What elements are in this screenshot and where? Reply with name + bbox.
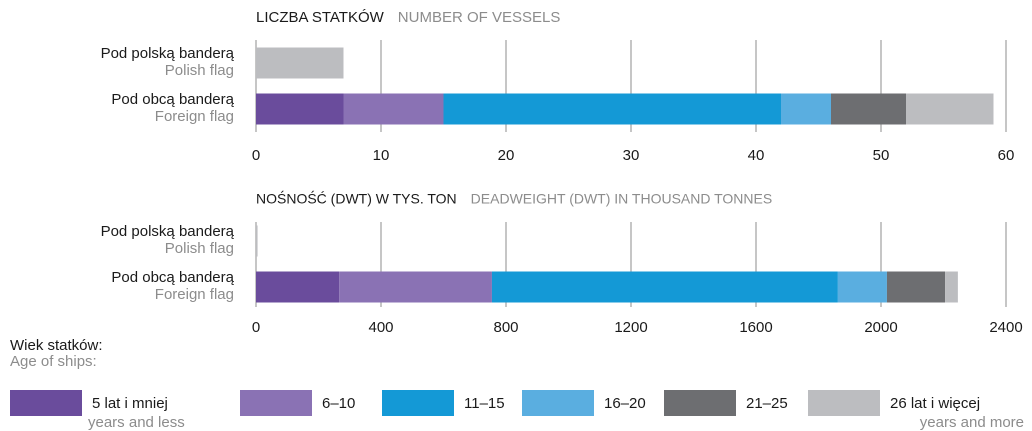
bar-segment xyxy=(256,47,344,79)
x-tick-label: 50 xyxy=(873,147,890,164)
x-tick-label: 400 xyxy=(368,319,393,336)
legend-label: 21–25 xyxy=(746,395,788,412)
category-sublabel: Foreign flag xyxy=(155,108,234,125)
x-tick-label: 0 xyxy=(252,147,260,164)
bar-segment xyxy=(256,93,344,125)
x-tick-label: 40 xyxy=(748,147,765,164)
legend-swatch xyxy=(382,390,454,416)
legend-label: 5 lat i mniej xyxy=(92,395,168,412)
chart-title: LICZBA STATKÓW xyxy=(256,9,385,26)
bar-segment xyxy=(906,93,994,125)
x-tick-label: 30 xyxy=(623,147,640,164)
x-tick-label: 1200 xyxy=(614,319,647,336)
chart-subtitle: NUMBER OF VESSELS xyxy=(398,9,561,26)
category-sublabel: Polish flag xyxy=(165,62,234,79)
category-label: Pod obcą banderą xyxy=(111,91,234,108)
category-sublabel: Polish flag xyxy=(165,240,234,257)
category-label: Pod obcą banderą xyxy=(111,269,234,286)
legend-subtitle: Age of ships: xyxy=(10,353,97,370)
bar-segment xyxy=(831,93,906,125)
legend-sublabel: years and less xyxy=(88,414,185,431)
bar-segment xyxy=(945,271,958,303)
legend-swatch xyxy=(240,390,312,416)
category-sublabel: Foreign flag xyxy=(155,286,234,303)
x-tick-label: 800 xyxy=(493,319,518,336)
x-tick-label: 10 xyxy=(373,147,390,164)
x-tick-label: 1600 xyxy=(739,319,772,336)
legend-label: 16–20 xyxy=(604,395,646,412)
legend-sublabel: years and more xyxy=(920,414,1024,431)
legend-label: 11–15 xyxy=(464,395,505,412)
x-tick-label: 2400 xyxy=(989,319,1022,336)
bar-segment xyxy=(443,93,781,125)
x-tick-label: 60 xyxy=(998,147,1015,164)
bar-segment xyxy=(491,271,838,303)
x-tick-label: 20 xyxy=(498,147,515,164)
x-tick-label: 0 xyxy=(252,319,260,336)
legend-label: 6–10 xyxy=(322,395,355,412)
legend-label: 26 lat i więcej xyxy=(890,395,980,412)
x-tick-label: 2000 xyxy=(864,319,897,336)
bar-segment xyxy=(256,271,340,303)
bar-segment xyxy=(781,93,831,125)
legend-swatch xyxy=(522,390,594,416)
legend-swatch xyxy=(664,390,736,416)
chart-subtitle: DEADWEIGHT (DWT) IN THOUSAND TONNES xyxy=(471,191,773,207)
chart-title: NOŚNOŚĆ (DWT) W TYS. TON xyxy=(256,190,457,207)
legend-title: Wiek statków: xyxy=(10,337,103,354)
category-label: Pod polską banderą xyxy=(101,223,235,240)
legend-swatch xyxy=(808,390,880,416)
bar-segment xyxy=(343,93,444,125)
bar-segment xyxy=(339,271,492,303)
legend-swatch xyxy=(10,390,82,416)
bar-segment xyxy=(886,271,946,303)
bar-segment xyxy=(256,225,258,257)
bar-segment xyxy=(837,271,887,303)
category-label: Pod polską banderą xyxy=(101,45,235,62)
